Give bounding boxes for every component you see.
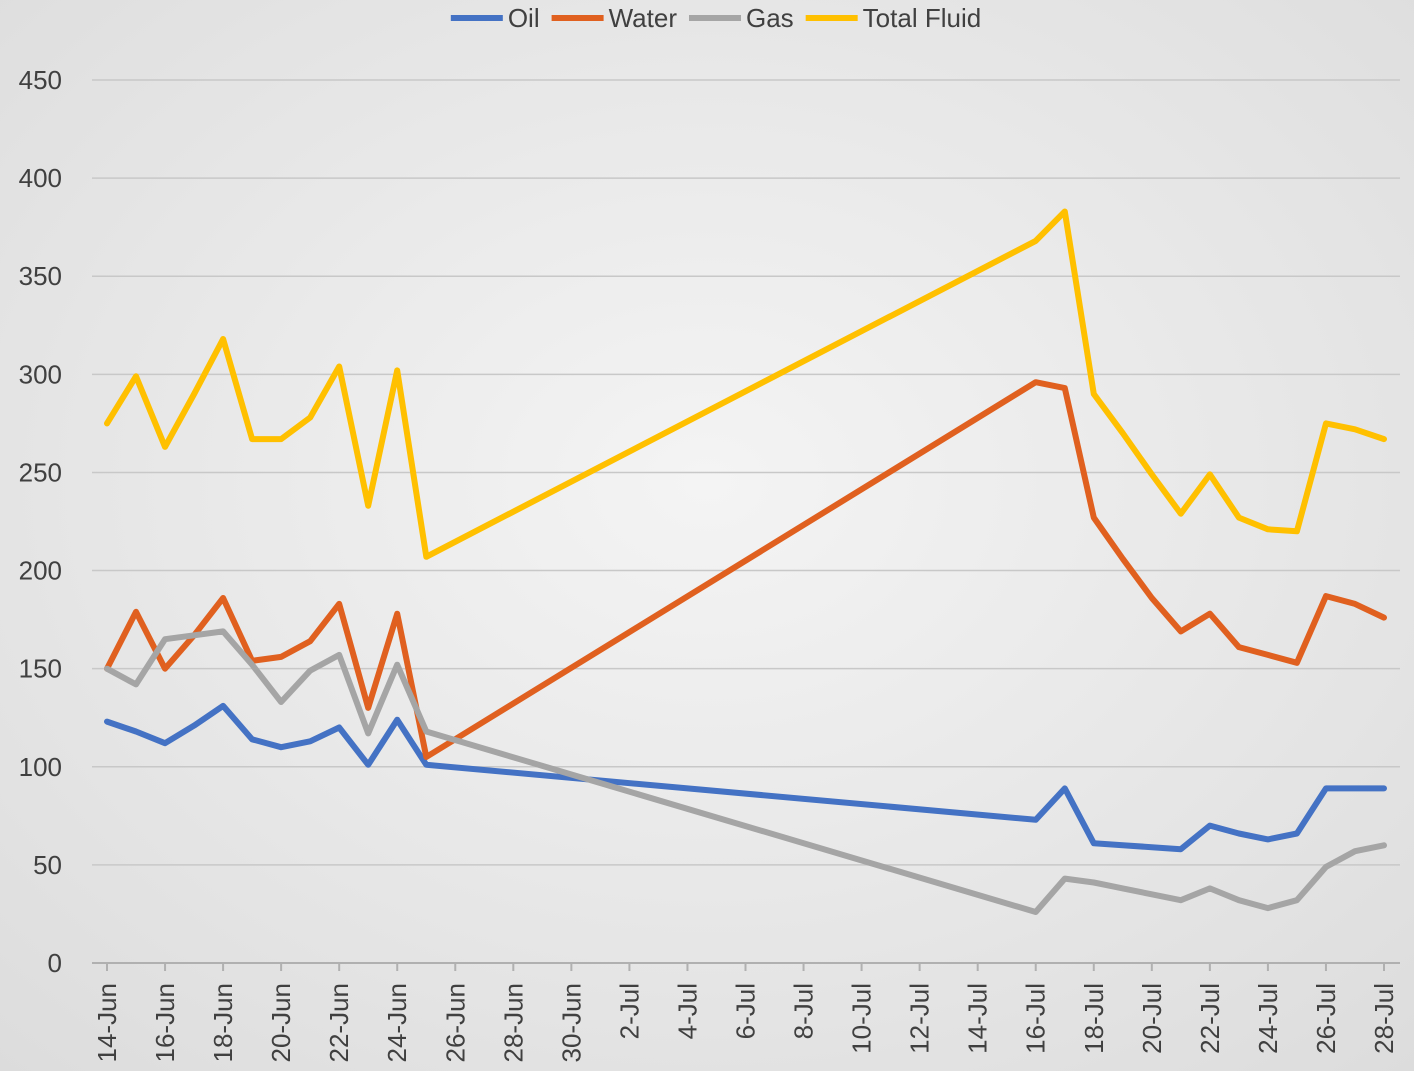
legend: Oil Water Gas Total Fluid [450, 3, 982, 33]
x-tick-label: 14-Jun [92, 983, 122, 1063]
legend-item: Oil [450, 3, 540, 33]
y-tick-label: 350 [19, 261, 62, 291]
x-tick-label: 28-Jun [498, 983, 528, 1063]
series-line [104, 379, 1387, 760]
x-tick-label: 4-Jul [672, 983, 702, 1039]
x-tick-label: 20-Jun [266, 983, 296, 1063]
y-tick-label: 0 [48, 948, 62, 978]
legend-label: Water [609, 3, 678, 33]
legend-label: Oil [508, 3, 540, 33]
x-tick-label: 20-Jul [1137, 983, 1167, 1054]
x-tick-label: 8-Jul [789, 983, 819, 1039]
x-tick-label: 18-Jul [1079, 983, 1109, 1054]
series-line [104, 702, 1387, 853]
y-tick-label: 150 [19, 654, 62, 684]
x-tick-label: 16-Jun [150, 983, 180, 1063]
legend-item: Gas [688, 3, 794, 33]
x-tick-label: 24-Jun [382, 983, 412, 1063]
legend-label: Total Fluid [863, 3, 982, 33]
x-tick-label: 18-Jun [208, 983, 238, 1063]
x-tick-label: 28-Jul [1369, 983, 1399, 1054]
x-tick-label: 2-Jul [614, 983, 644, 1039]
y-tick-label: 400 [19, 163, 62, 193]
x-tick-label: 26-Jul [1311, 983, 1341, 1054]
y-tick-label: 450 [19, 65, 62, 95]
x-tick-label: 16-Jul [1021, 983, 1051, 1054]
x-tick-label: 10-Jul [847, 983, 877, 1054]
x-tick-label: 30-Jun [556, 983, 586, 1063]
x-tick-label: 24-Jul [1253, 983, 1283, 1054]
y-tick-label: 100 [19, 752, 62, 782]
x-tick-label: 22-Jul [1195, 983, 1225, 1054]
x-tick-label: 26-Jun [440, 983, 470, 1063]
y-tick-label: 200 [19, 556, 62, 586]
y-tick-label: 50 [33, 850, 62, 880]
x-tick-label: 14-Jul [963, 983, 993, 1054]
legend-item: Total Fluid [805, 3, 982, 33]
y-tick-label: 300 [19, 359, 62, 389]
series-line [104, 628, 1387, 915]
x-tick-label: 22-Jun [324, 983, 354, 1063]
y-tick-label: 250 [19, 457, 62, 487]
legend-label: Gas [746, 3, 794, 33]
series-line [104, 208, 1387, 560]
x-tick-label: 12-Jul [905, 983, 935, 1054]
x-tick-label: 6-Jul [731, 983, 761, 1039]
legend-item: Water [551, 3, 678, 33]
